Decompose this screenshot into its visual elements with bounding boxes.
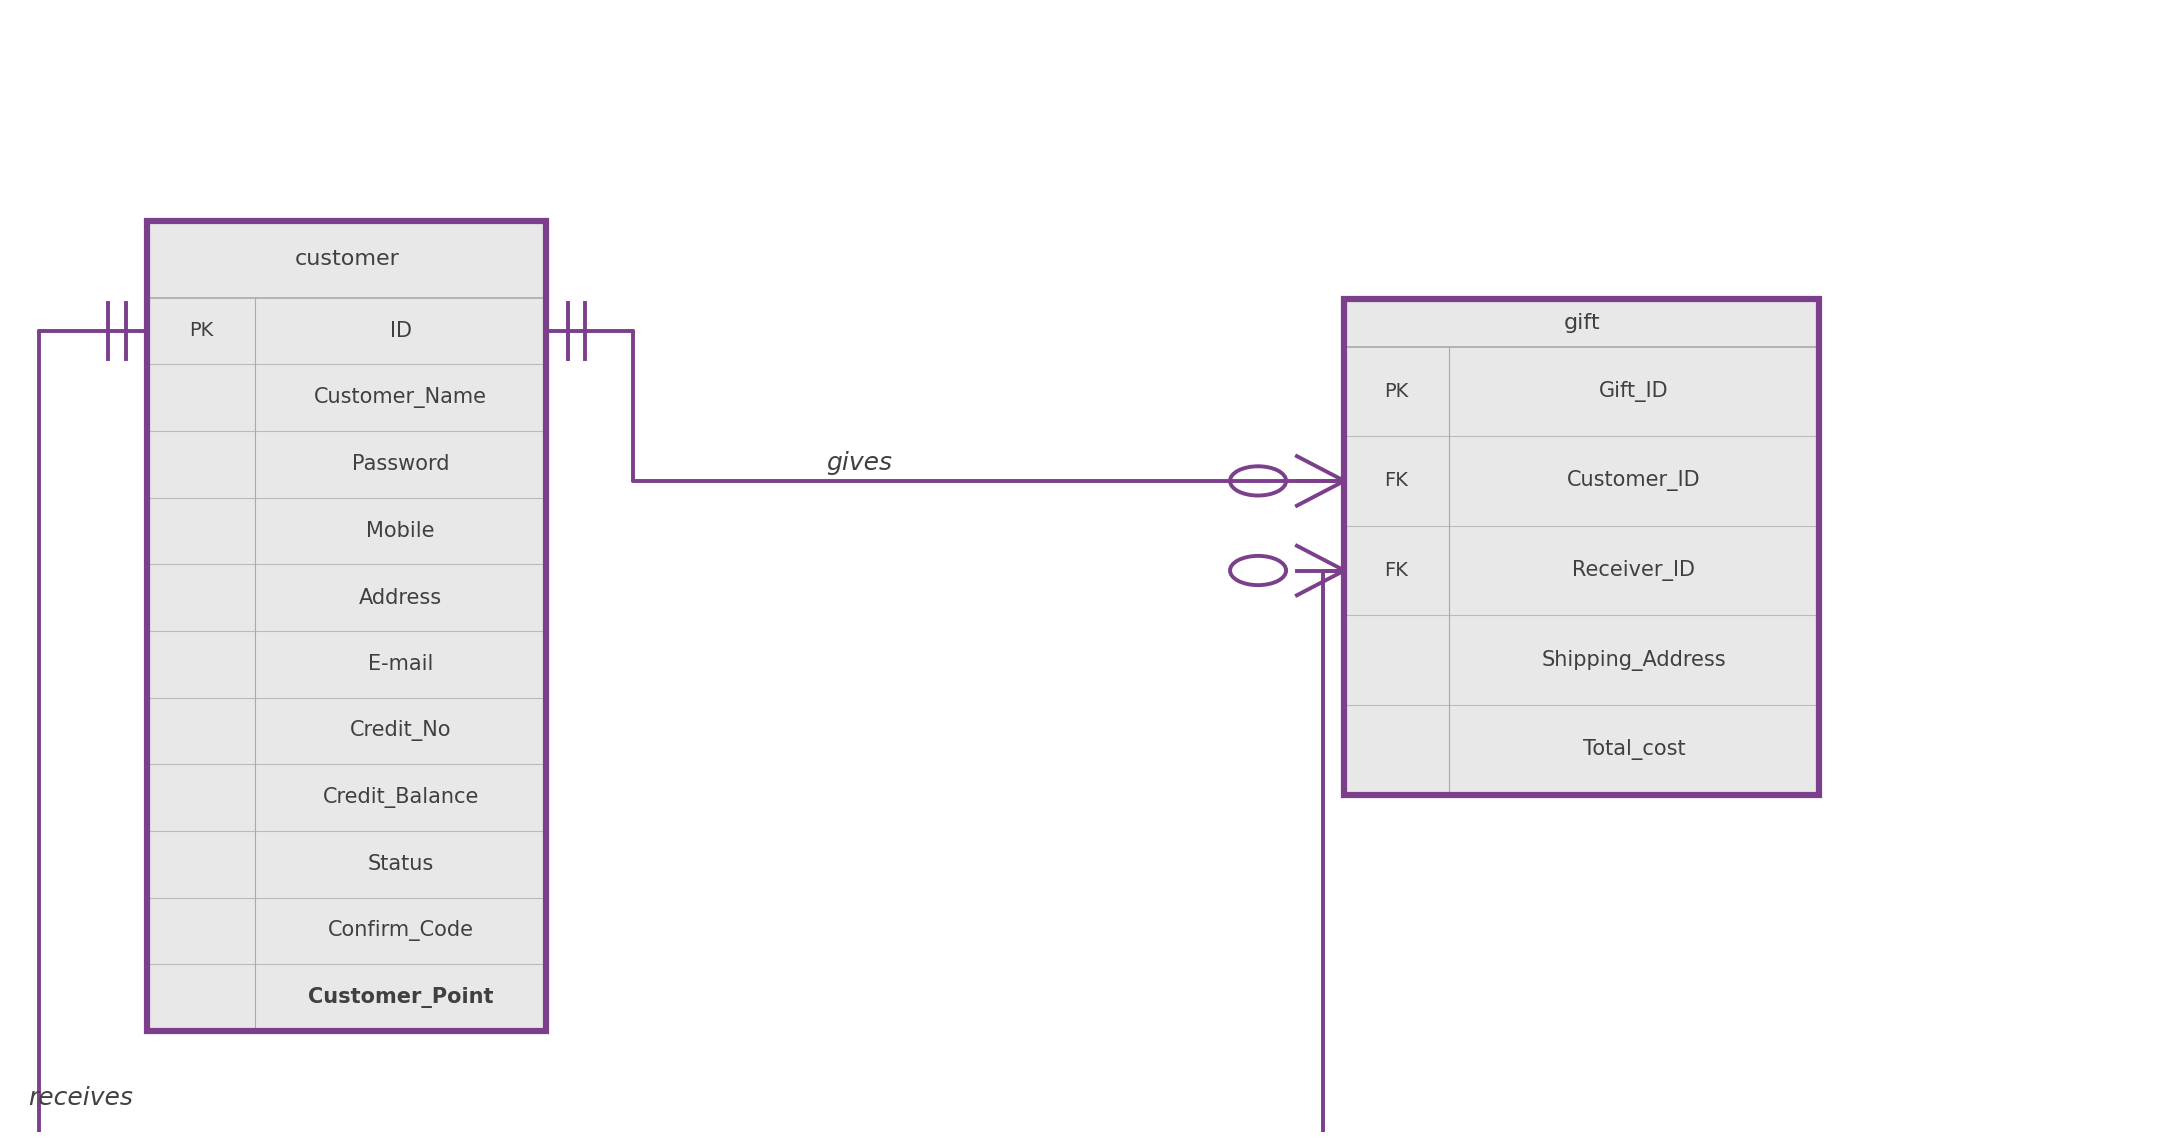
Text: Gift_ID: Gift_ID	[1600, 380, 1669, 402]
Text: Status: Status	[367, 854, 434, 874]
Bar	[1344, 300, 1819, 795]
Bar	[148, 221, 547, 1031]
Text: ID: ID	[389, 321, 412, 341]
Text: PK: PK	[189, 321, 213, 341]
Text: customer: customer	[295, 249, 399, 269]
Text: Mobile: Mobile	[367, 521, 434, 541]
Text: FK: FK	[1385, 472, 1409, 491]
Text: Address: Address	[358, 588, 443, 607]
Text: Shipping_Address: Shipping_Address	[1541, 649, 1726, 671]
Text: Customer_Point: Customer_Point	[308, 988, 493, 1008]
Text: Customer_Name: Customer_Name	[315, 387, 486, 408]
Text: Credit_No: Credit_No	[350, 720, 452, 741]
Text: gift: gift	[1563, 313, 1600, 333]
Text: Password: Password	[352, 454, 449, 474]
Text: Total_cost: Total_cost	[1583, 739, 1685, 760]
Text: Credit_Balance: Credit_Balance	[321, 787, 480, 808]
Text: FK: FK	[1385, 562, 1409, 580]
Text: gives: gives	[825, 451, 892, 475]
Text: Confirm_Code: Confirm_Code	[328, 920, 473, 941]
Text: Receiver_ID: Receiver_ID	[1572, 560, 1696, 581]
Text: E-mail: E-mail	[367, 654, 434, 674]
Text: receives: receives	[28, 1087, 132, 1111]
Bar	[148, 221, 547, 1031]
Bar	[1344, 300, 1819, 795]
Text: Customer_ID: Customer_ID	[1567, 470, 1700, 491]
Text: PK: PK	[1385, 382, 1409, 401]
